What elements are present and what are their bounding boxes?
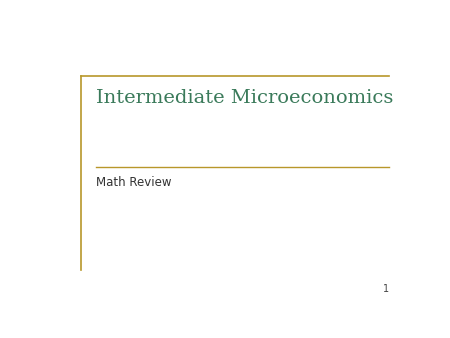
Text: Intermediate Microeconomics: Intermediate Microeconomics: [96, 89, 394, 107]
Text: Math Review: Math Review: [96, 176, 172, 189]
Text: 1: 1: [383, 284, 389, 293]
